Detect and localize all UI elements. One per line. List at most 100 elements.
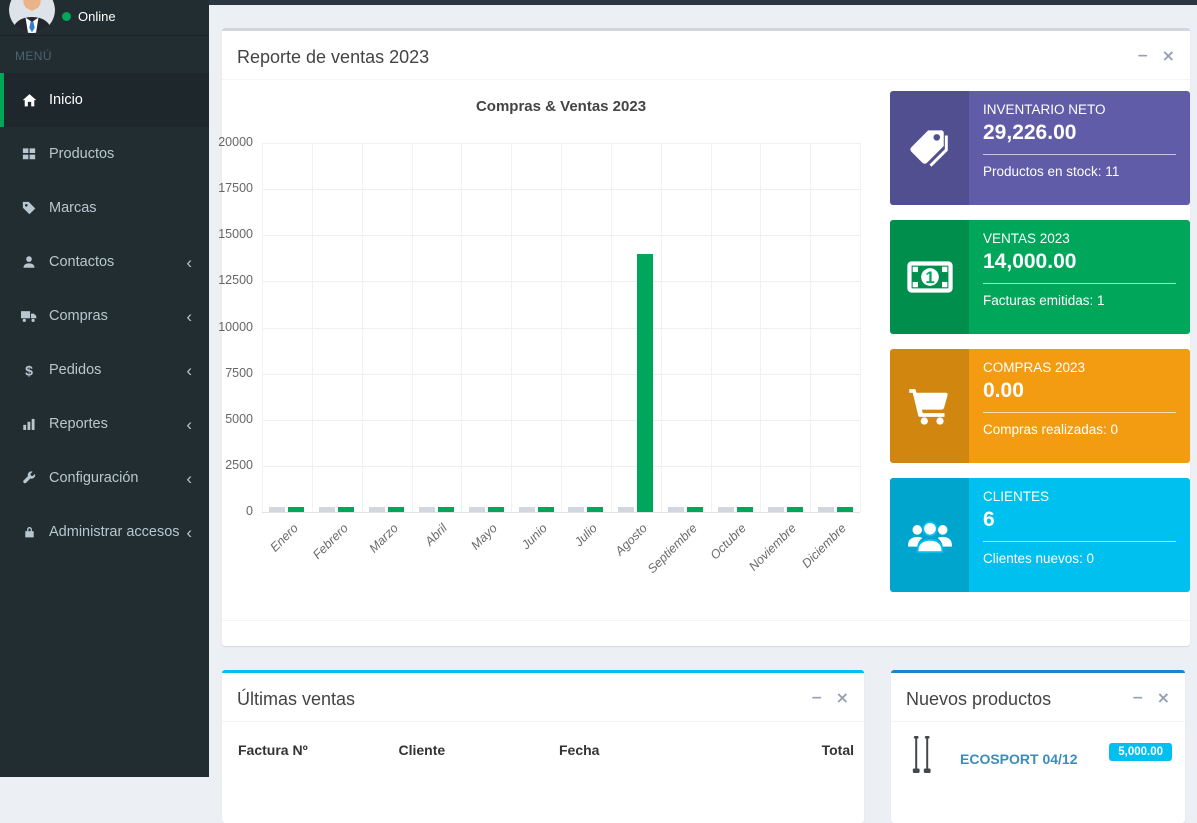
y-axis-tick-label: 7500 xyxy=(225,365,253,380)
grid-icon xyxy=(18,147,40,161)
sidebar-item-pedidos[interactable]: $ Pedidos ‹ xyxy=(0,343,209,397)
bar-ventas-mayo xyxy=(487,507,504,512)
sidebar-item-label: Contactos xyxy=(49,254,115,270)
info-box-content: VENTAS 2023 14,000.00 Facturas emitidas: 1 xyxy=(969,220,1190,334)
close-icon[interactable] xyxy=(836,691,849,706)
gridline xyxy=(760,143,762,512)
info-box-subtitle: Clientes nuevos: 0 xyxy=(983,551,1095,566)
panel-tools xyxy=(1137,46,1175,64)
users-icon xyxy=(890,478,969,592)
chevron-left-icon: ‹ xyxy=(186,468,192,488)
info-box-title: COMPRAS 2023 xyxy=(983,360,1086,375)
y-axis-tick-label: 5000 xyxy=(225,411,253,426)
sidebar-item-reportes[interactable]: Reportes ‹ xyxy=(0,397,209,451)
close-icon[interactable] xyxy=(1157,691,1170,706)
info-box-content: CLIENTES 6 Clientes nuevos: 0 xyxy=(969,478,1190,592)
column-header-factura-n: Factura Nº xyxy=(238,742,308,758)
info-box-title: INVENTARIO NETO xyxy=(983,102,1106,117)
bar-compras-agosto xyxy=(618,507,635,512)
sidebar-item-label: Reportes xyxy=(49,416,108,432)
bar-compras-mayo xyxy=(468,507,485,512)
latest-sales-table-header-row: Factura Nº Cliente Fecha Total xyxy=(222,730,864,770)
sidebar-item-administrar-accesos[interactable]: Administrar accesos ‹ xyxy=(0,505,209,559)
info-box-column: INVENTARIO NETO 29,226.00 Productos en sto… xyxy=(890,80,1190,620)
info-box-value: 29,226.00 xyxy=(983,121,1077,144)
sales-report-panel: Reporte de ventas 2023 Compras & Ventas … xyxy=(218,28,1190,646)
close-icon[interactable] xyxy=(1162,49,1175,64)
info-box-value: 14,000.00 xyxy=(983,250,1077,273)
chevron-left-icon: ‹ xyxy=(186,414,192,434)
x-axis-tick-label: Marzo xyxy=(366,521,401,556)
panel-tools xyxy=(811,688,849,706)
bar-ventas-agosto xyxy=(637,253,654,512)
info-box-divider xyxy=(983,154,1176,155)
new-products-list: ECOSPORT 04/12 5,000.00 xyxy=(891,722,1185,783)
minimize-icon[interactable] xyxy=(811,691,823,706)
user-panel: Online xyxy=(0,0,209,36)
bar-ventas-octubre xyxy=(736,507,753,512)
bar-compras-julio xyxy=(568,507,585,512)
svg-text:$: $ xyxy=(25,363,33,378)
chevron-left-icon: ‹ xyxy=(186,306,192,326)
gridline xyxy=(860,143,861,512)
bar-ventas-diciembre xyxy=(836,507,853,512)
wipers-image xyxy=(909,734,936,783)
cart-icon xyxy=(890,349,969,463)
product-name-link[interactable]: ECOSPORT 04/12 xyxy=(960,750,1078,767)
info-box-title: CLIENTES xyxy=(983,489,1050,504)
info-box-divider xyxy=(983,541,1176,542)
gridline xyxy=(511,143,513,512)
bar-compras-diciembre xyxy=(817,507,834,512)
minimize-icon[interactable] xyxy=(1132,691,1144,706)
bar-compras-noviembre xyxy=(767,507,784,512)
sidebar-item-productos[interactable]: Productos xyxy=(0,127,209,181)
info-box-inventario-neto: INVENTARIO NETO 29,226.00 Productos en sto… xyxy=(890,91,1190,205)
home-icon xyxy=(18,93,40,108)
sidebar-item-compras[interactable]: Compras ‹ xyxy=(0,289,209,343)
x-axis-tick-label: Enero xyxy=(267,521,301,555)
new-products-panel-title: Nuevos productos xyxy=(906,689,1052,709)
panel-tools xyxy=(1132,688,1170,706)
bar-ventas-abril xyxy=(437,507,454,512)
money-icon: 1 xyxy=(890,220,969,334)
gridline xyxy=(660,143,662,512)
info-box-title: VENTAS 2023 xyxy=(983,231,1070,246)
chart-plot-area: 20000 17500 15000 12500 10000 7500 5000 2500 0 En… xyxy=(218,135,861,576)
wrench-icon xyxy=(18,471,40,485)
gridline xyxy=(610,143,612,512)
minimize-icon[interactable] xyxy=(1137,49,1149,64)
info-box-divider xyxy=(983,283,1176,284)
info-box-clientes: CLIENTES 6 Clientes nuevos: 0 xyxy=(890,478,1190,592)
bar-ventas-septiembre xyxy=(687,507,704,512)
sidebar-item-marcas[interactable]: Marcas xyxy=(0,181,209,235)
bar-ventas-enero xyxy=(288,507,305,512)
bar-chart-icon xyxy=(18,417,40,431)
column-header-cliente: Cliente xyxy=(398,742,446,758)
sales-report-panel-title: Reporte de ventas 2023 xyxy=(237,47,430,67)
latest-sales-panel: Últimas ventas Factura Nº Cliente Fecha Tot… xyxy=(222,670,864,823)
info-box-subtitle: Productos en stock: 11 xyxy=(983,164,1120,179)
user-avatar xyxy=(9,0,55,33)
x-axis-tick-label: Abril xyxy=(422,521,451,549)
x-axis-tick-label: Febrero xyxy=(309,521,351,562)
sidebar-item-inicio[interactable]: Inicio xyxy=(0,73,209,127)
x-axis-tick-label: Julio xyxy=(571,521,600,550)
gridline xyxy=(262,143,263,512)
sidebar-menu: Inicio Productos Marcas Contactos ‹ Compras ‹ $… xyxy=(0,73,209,559)
tag-icon xyxy=(18,201,40,215)
x-axis-tick-label: Diciembre xyxy=(799,521,849,571)
sidebar-item-configuracion[interactable]: Configuración ‹ xyxy=(0,451,209,505)
info-box-divider xyxy=(983,412,1176,413)
online-status-icon xyxy=(62,12,71,21)
online-status-label: Online xyxy=(78,9,116,24)
bar-compras-junio xyxy=(518,507,535,512)
info-box-value: 0.00 xyxy=(983,379,1024,402)
y-axis-tick-label: 15000 xyxy=(218,227,253,242)
info-box-value: 6 xyxy=(983,508,995,531)
gridline xyxy=(262,512,860,513)
sidebar-item-contactos[interactable]: Contactos ‹ xyxy=(0,235,209,289)
latest-sales-table: Factura Nº Cliente Fecha Total xyxy=(222,730,864,770)
sidebar-item-label: Inicio xyxy=(49,92,83,108)
bar-compras-febrero xyxy=(319,507,336,512)
gridline xyxy=(561,143,562,512)
